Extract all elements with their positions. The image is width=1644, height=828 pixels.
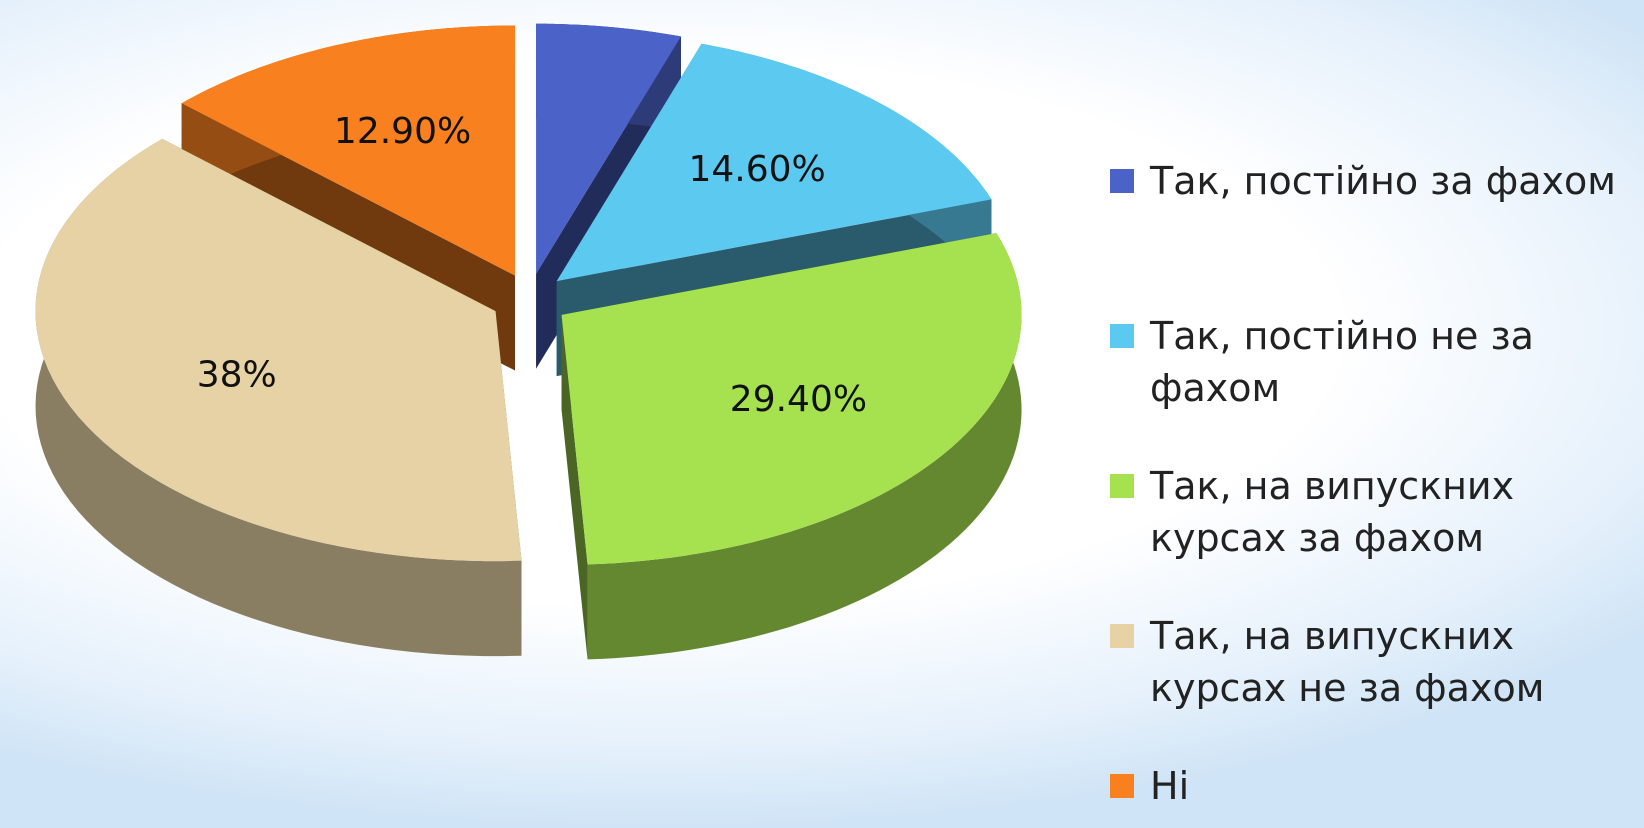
legend-swatch	[1110, 624, 1134, 648]
data-label: 29.40%	[730, 379, 867, 420]
legend-label: Так, на випускних курсах за фахом	[1150, 464, 1515, 560]
legend-label: Так, постійно не за фахом	[1150, 314, 1534, 410]
legend-item: Так, на випускних курсах не за фахом	[1110, 610, 1620, 714]
legend-item: Так, на випускних курсах за фахом	[1110, 460, 1620, 564]
legend-swatch	[1110, 169, 1134, 193]
slice-side	[35, 138, 522, 657]
legend-label: Ні	[1150, 764, 1190, 808]
slice-top	[181, 25, 516, 276]
slice-side	[587, 233, 1022, 660]
slice	[35, 138, 522, 657]
slice-top	[536, 23, 681, 274]
legend-label: Так, постійно за фахом	[1150, 159, 1616, 203]
slice	[561, 233, 1022, 660]
slice-top	[35, 138, 522, 562]
slice-wall	[561, 314, 588, 660]
legend-swatch	[1110, 474, 1134, 498]
legend-swatch	[1110, 774, 1134, 798]
data-label: 14.60%	[688, 149, 825, 190]
slice-top	[561, 233, 1022, 565]
data-label: 38%	[197, 354, 277, 395]
legend-item: Так, постійно не за фахом	[1110, 310, 1620, 414]
data-label: 12.90%	[334, 111, 471, 152]
legend-swatch	[1110, 324, 1134, 348]
legend-label: Так, на випускних курсах не за фахом	[1150, 614, 1545, 710]
legend-item: Так, постійно за фахом	[1110, 155, 1620, 207]
chart: 5.10%14.60%29.40%38%12.90%	[35, 23, 1022, 660]
slice-top	[556, 43, 992, 282]
legend-item: Ні	[1110, 760, 1620, 812]
